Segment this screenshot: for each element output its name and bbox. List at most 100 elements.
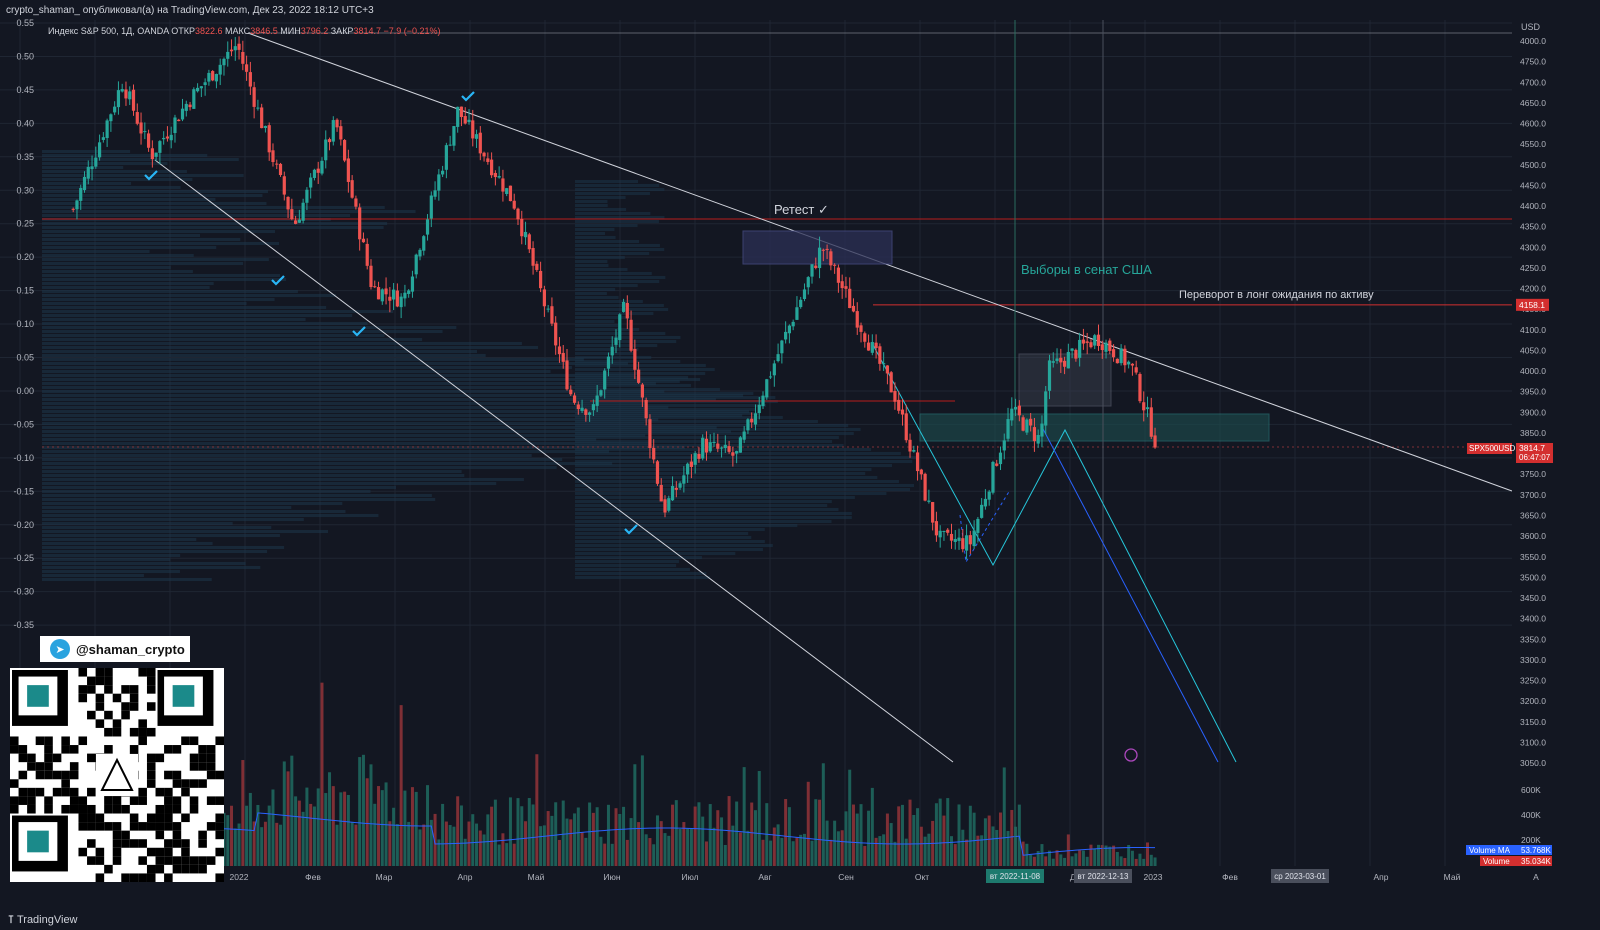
- qr-module: [146, 779, 156, 788]
- annotation-retest: Ретест ✓: [774, 202, 829, 217]
- candle-body: [535, 263, 539, 270]
- candle-body: [719, 447, 724, 449]
- candle-body: [373, 286, 377, 288]
- candle-body: [1074, 349, 1078, 359]
- price-tick-label: 4450.0: [1520, 180, 1546, 190]
- volume-bar: [957, 804, 961, 866]
- candle-body: [689, 461, 693, 467]
- candle-body: [380, 289, 384, 302]
- lower-trendline: [154, 159, 954, 763]
- qr-module: [146, 702, 156, 711]
- candle-body: [278, 163, 283, 176]
- volume-profile-row: [42, 266, 171, 269]
- candle-body: [791, 321, 795, 327]
- qr-module: [198, 762, 207, 771]
- qr-module: [44, 804, 53, 814]
- candle-body: [655, 461, 660, 484]
- left-axis-label: -0.10: [13, 453, 34, 463]
- volume-profile-row: [575, 508, 839, 511]
- candle-body: [983, 498, 988, 507]
- time-axis-label: Фев: [305, 872, 321, 882]
- volume-bar: [723, 844, 727, 866]
- volume-profile-row: [42, 230, 275, 233]
- qr-module: [78, 813, 88, 823]
- qr-module: [104, 822, 113, 831]
- candle-body: [987, 491, 991, 500]
- volume-bar: [1146, 842, 1150, 866]
- volume-bar: [848, 769, 852, 866]
- volume-profile-row: [575, 456, 918, 459]
- volume-bar: [1104, 845, 1108, 866]
- candle-body: [972, 530, 976, 547]
- check-icon: [461, 91, 475, 102]
- volume-bar: [339, 792, 343, 866]
- volume-bar: [245, 805, 249, 866]
- volume-bar: [738, 832, 742, 866]
- qr-module: [155, 822, 165, 831]
- qr-module: [27, 787, 36, 797]
- candle-body: [554, 322, 558, 346]
- volume-bar: [301, 811, 305, 866]
- candle-body: [361, 238, 366, 243]
- volume-ma-line: [73, 812, 1156, 856]
- volume-bar: [855, 813, 859, 866]
- volume-profile-row: [575, 204, 608, 207]
- drawings: Ретест ✓ Выборы в сенат США Переворот в ло…: [42, 20, 1513, 866]
- volume-bar: [565, 818, 569, 866]
- left-axis-label: -0.35: [13, 620, 34, 630]
- candle-body: [1134, 367, 1138, 373]
- qr-module: [18, 787, 28, 797]
- qr-module: [189, 762, 199, 771]
- qr-module: [87, 676, 96, 686]
- tradingview-logo[interactable]: ⊺ TradingView: [8, 913, 78, 926]
- candle-body: [1093, 335, 1097, 346]
- volume-profile-row: [42, 258, 269, 261]
- candle-body: [814, 265, 818, 268]
- candle-body: [870, 342, 874, 353]
- volume-profile-row: [575, 576, 710, 579]
- volume-bar: [1006, 830, 1010, 866]
- qr-code[interactable]: [10, 668, 224, 882]
- qr-module: [172, 770, 182, 780]
- volume-profile-row: [42, 362, 628, 365]
- price-tick-label: 4250.0: [1520, 263, 1546, 273]
- volume-profile-row: [575, 188, 665, 191]
- candle-body: [1111, 349, 1116, 358]
- time-axis-label: 2022: [230, 872, 249, 882]
- candle-body: [512, 200, 516, 209]
- qr-module: [155, 847, 165, 857]
- volume-bar: [972, 812, 976, 866]
- volume-profile-row: [575, 328, 640, 331]
- volume-bar: [648, 838, 652, 866]
- volume-profile-row: [42, 502, 343, 505]
- left-axis-label: -0.30: [13, 587, 34, 597]
- volume-bar: [938, 798, 942, 866]
- volume-bar: [882, 834, 886, 866]
- volume-bar: [1017, 804, 1021, 866]
- candle-body: [908, 439, 912, 452]
- qr-module: [44, 770, 53, 780]
- volume-bar: [591, 812, 595, 866]
- volume-bar: [671, 804, 675, 866]
- candle-body: [350, 180, 354, 198]
- volume-profile-row: [575, 404, 767, 407]
- volume-bar: [644, 834, 648, 866]
- volume-bar: [784, 799, 788, 866]
- qr-module: [87, 710, 96, 720]
- volume-profile-row: [42, 170, 187, 173]
- candle-body: [806, 277, 810, 288]
- volume-bar: [878, 836, 882, 866]
- volume-bar: [271, 789, 275, 866]
- telegram-badge[interactable]: ➤ @shaman_crypto: [40, 636, 190, 662]
- volume-bar: [795, 837, 799, 866]
- volume-bar: [297, 800, 301, 866]
- volume-bar: [625, 839, 629, 866]
- qr-module: [215, 770, 224, 780]
- candle-body: [1032, 427, 1037, 442]
- volume-bar: [720, 817, 724, 866]
- left-axis-label: 0.50: [16, 51, 34, 61]
- candle-body: [904, 413, 908, 441]
- volume-bar: [1134, 858, 1138, 866]
- candle-body: [109, 114, 113, 122]
